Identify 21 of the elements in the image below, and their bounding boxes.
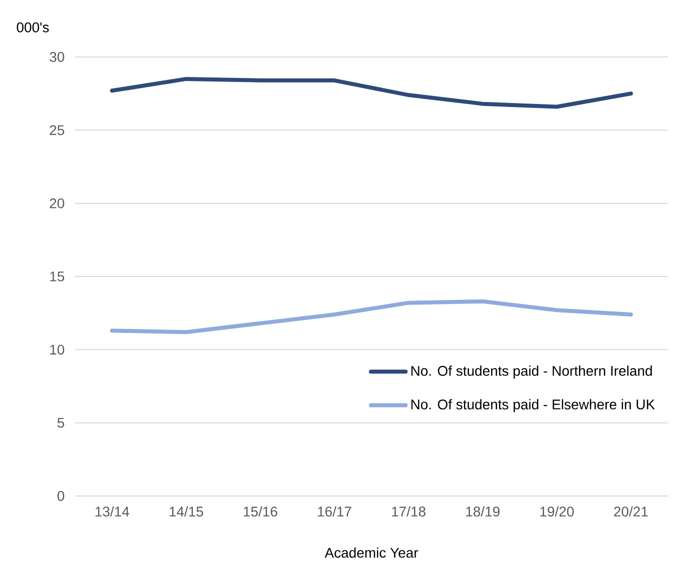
- x-tick-label: 17/18: [392, 506, 426, 517]
- x-tick-label: 15/16: [244, 506, 278, 517]
- y-tick-label: 10: [50, 344, 64, 355]
- line-series: [110, 76, 633, 109]
- y-tick-label: 20: [50, 198, 64, 208]
- line-series: [110, 299, 633, 334]
- y-axis-title: 000's: [16, 22, 49, 32]
- x-tick-label: 20/21: [614, 506, 648, 517]
- y-tick-label: 0: [57, 491, 64, 501]
- legend-label: No. Of students paid - Northern Ireland: [411, 366, 652, 379]
- y-tick-label: 25: [50, 125, 64, 136]
- x-tick-label: 14/15: [170, 506, 204, 517]
- y-tick-label: 30: [50, 52, 64, 62]
- x-tick-label: 13/14: [96, 506, 130, 517]
- x-tick-label: 18/19: [466, 506, 500, 517]
- y-tick-label: 5: [58, 418, 64, 428]
- legend-label: No. Of students paid - Elsewhere in UK: [411, 399, 655, 412]
- y-tick-label: 15: [50, 272, 64, 282]
- x-axis-title: Academic Year: [324, 547, 418, 558]
- x-tick-label: 16/17: [318, 506, 352, 517]
- x-tick-label: 19/20: [540, 506, 574, 517]
